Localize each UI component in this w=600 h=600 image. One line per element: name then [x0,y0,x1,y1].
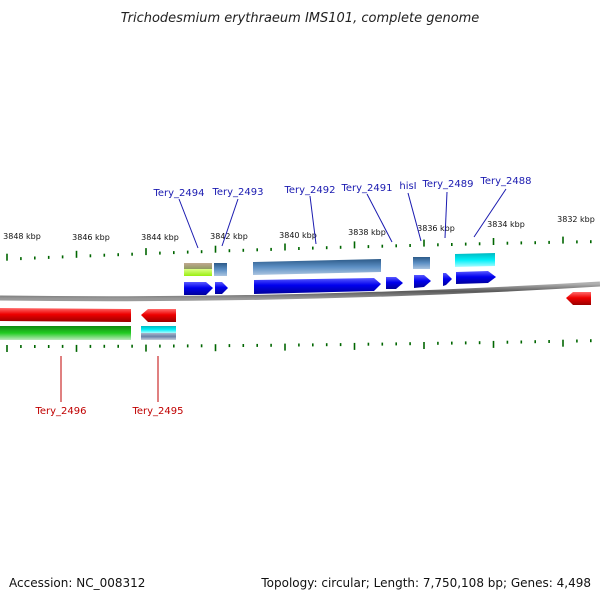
cds-arrow[interactable] [0,308,131,322]
cds-arrow[interactable] [456,271,496,284]
leader-line [221,198,239,247]
cds-arrow[interactable] [414,275,431,288]
tick-label: 3848 kbp [3,232,41,241]
cds-arrow[interactable] [215,282,228,294]
tick-label: 3840 kbp [279,231,317,240]
cds-arrow[interactable] [141,309,176,322]
feature-block[interactable] [141,326,176,333]
genome-backbone [0,281,600,302]
reverse-feature-track [0,326,176,340]
gene-label[interactable]: Tery_2495 [131,406,183,417]
gene-label[interactable]: Tery_2492 [283,185,335,196]
forward-tick-track [6,236,592,261]
feature-block[interactable] [413,257,430,269]
tick-label: 3844 kbp [141,233,179,242]
reverse-tick-track [6,339,592,352]
feature-block[interactable] [214,263,227,276]
cds-arrow[interactable] [443,273,452,286]
tick-label: 3838 kbp [348,228,386,237]
gene-label[interactable]: Tery_2494 [152,188,204,199]
feature-block[interactable] [455,253,495,267]
tick-label: 3834 kbp [487,220,525,229]
tick-label: 3846 kbp [72,233,110,242]
leader-line [473,188,507,238]
accession-text: Accession: NC_008312 [9,576,145,590]
leader-line [366,193,393,243]
gene-label[interactable]: Tery_2493 [211,187,263,198]
feature-block[interactable] [253,259,381,275]
feature-block[interactable] [0,326,131,340]
tick-label: 3836 kbp [417,224,455,233]
tick-label: 3832 kbp [557,215,595,224]
gene-label[interactable]: Tery_2489 [421,179,473,190]
forward-gene-labels: Tery_2494 Tery_2493 Tery_2492 Tery_2491 … [152,176,532,249]
feature-block[interactable] [184,269,212,276]
cds-arrow[interactable] [566,292,591,305]
cds-arrow[interactable] [184,282,213,295]
leader-line [178,198,199,249]
reverse-gene-labels: Tery_2496 Tery_2495 [34,356,184,417]
cds-arrow[interactable] [386,277,403,289]
cds-arrow[interactable] [254,278,381,294]
feature-block[interactable] [141,333,176,340]
gene-label[interactable]: Tery_2488 [479,176,531,187]
tick-label: 3842 kbp [210,232,248,241]
leader-line [309,195,317,245]
gene-label[interactable]: Tery_2496 [34,406,86,417]
genome-summary-text: Topology: circular; Length: 7,750,108 bp… [260,576,591,590]
map-title: Trichodesmium erythraeum IMS101, complet… [121,11,480,26]
reverse-cds-track [0,292,591,322]
feature-block[interactable] [184,263,212,269]
tick-labels: 3848 kbp 3846 kbp 3844 kbp 3842 kbp 3840… [3,215,595,242]
leader-line [407,192,422,242]
gene-label[interactable]: hisI [399,181,416,192]
gene-label[interactable]: Tery_2491 [340,183,392,194]
forward-cds-track [184,271,496,295]
forward-feature-track [184,253,495,276]
leader-line [444,191,448,239]
